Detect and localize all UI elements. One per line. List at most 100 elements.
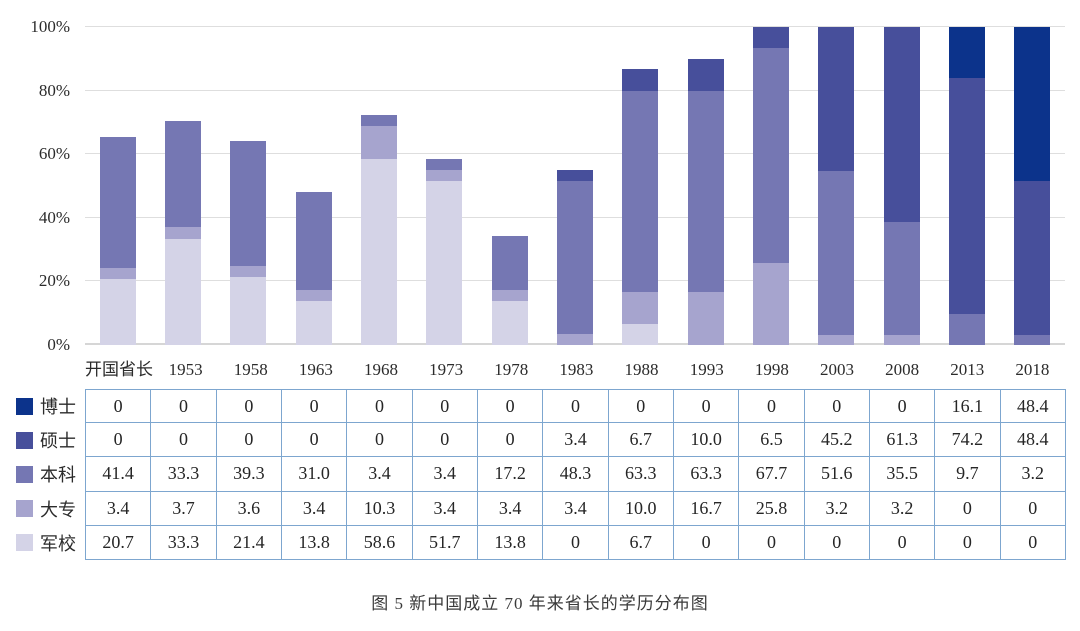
bars-row — [85, 27, 1065, 345]
table-cell: 0 — [281, 423, 348, 458]
bar-segment-博士 — [948, 27, 985, 79]
bar-slot — [934, 27, 999, 345]
bar-slot — [1000, 27, 1065, 345]
bar-segment-硕士 — [752, 27, 789, 48]
bar-segment-本科 — [948, 314, 985, 345]
bar-segment-军校 — [360, 158, 397, 345]
x-category-label: 2013 — [950, 360, 985, 379]
stacked-bar — [295, 27, 332, 345]
table-cell: 3.4 — [543, 491, 609, 526]
bar-segment-本科 — [99, 136, 136, 269]
bar-segment-大专 — [99, 268, 136, 280]
stacked-bar — [687, 27, 724, 345]
table-cell: 3.4 — [281, 491, 348, 526]
table-cell: 0 — [151, 390, 217, 424]
bar-segment-军校 — [426, 180, 463, 345]
table-cell: 0 — [543, 525, 609, 560]
table-cell: 0 — [86, 423, 152, 458]
table-cell: 58.6 — [347, 525, 413, 560]
table-cell: 0 — [543, 390, 609, 424]
bar-segment-本科 — [295, 191, 332, 291]
table-cell: 3.4 — [543, 423, 609, 458]
gridline — [85, 89, 1065, 91]
table-cell: 67.7 — [739, 457, 805, 492]
bar-segment-本科 — [883, 221, 920, 335]
bar-slot — [804, 27, 869, 345]
bar-segment-本科 — [230, 140, 267, 266]
table-cell: 0 — [1000, 491, 1066, 526]
table-cell: 35.5 — [869, 457, 936, 492]
bar-segment-大专 — [818, 334, 855, 345]
bar-slot — [869, 27, 934, 345]
bar-segment-大专 — [687, 291, 724, 345]
x-category-label: 1963 — [298, 360, 333, 379]
bar-segment-军校 — [295, 301, 332, 345]
legend-label: 军校 — [40, 533, 76, 554]
table-cell: 0 — [804, 525, 870, 560]
table-cell: 16.1 — [935, 390, 1001, 424]
bar-slot — [412, 27, 477, 345]
legend-swatch — [16, 500, 33, 518]
table-cell: 0 — [86, 390, 152, 424]
bar-slot — [281, 27, 346, 345]
table-cell: 6.5 — [739, 423, 805, 458]
stacked-bar — [491, 27, 528, 345]
bar-segment-硕士 — [622, 69, 659, 91]
legend-label: 博士 — [40, 397, 76, 418]
x-category-label: 1978 — [494, 360, 529, 379]
stacked-bar — [948, 27, 985, 345]
x-category-label: 1953 — [168, 360, 203, 379]
legend-swatch — [16, 397, 33, 415]
x-category-label: 1988 — [624, 360, 659, 379]
table-cell: 63.3 — [673, 457, 740, 492]
table-cell: 3.2 — [804, 491, 870, 526]
table-cell: 0 — [739, 525, 805, 560]
table-row: 博士 0 0 0 0 0 0 0 0 0 0 0 0 0 16.1 48.4 — [0, 389, 1066, 424]
table-cell: 6.7 — [608, 423, 674, 458]
stacked-bar — [556, 27, 593, 345]
table-cell: 0 — [412, 423, 478, 458]
bar-slot — [150, 27, 215, 345]
table-row-cells: 3.4 3.7 3.6 3.4 10.3 3.4 3.4 3.4 10.0 16.7 25.8 3.2… — [85, 491, 1066, 526]
table-row-cells: 41.4 33.3 39.3 31.0 3.4 3.4 17.2 48.3 63.3 63.3 67… — [85, 457, 1066, 492]
x-category-label: 2018 — [1015, 360, 1050, 379]
table-cell: 0 — [673, 390, 740, 424]
legend-label: 本科 — [40, 465, 76, 486]
bar-segment-本科 — [622, 90, 659, 292]
table-cell: 0 — [281, 390, 348, 424]
table-row: 军校 20.7 33.3 21.4 13.8 58.6 51.7 13.8 0 6.7 0 0 0 0 0 0 — [0, 525, 1066, 560]
table-row: 本科 41.4 33.3 39.3 31.0 3.4 3.4 17.2 48.3 63.3 63.3… — [0, 457, 1066, 492]
y-tick-label: 60% — [38, 144, 70, 164]
stacked-bar — [426, 27, 463, 345]
table-cell: 0 — [477, 423, 544, 458]
table-cell: 3.6 — [216, 491, 282, 526]
bar-segment-大专 — [426, 169, 463, 181]
table-cell: 9.7 — [935, 457, 1001, 492]
stacked-bar — [164, 27, 201, 345]
table-cell: 63.3 — [608, 457, 674, 492]
stacked-bar — [360, 27, 397, 345]
bar-slot — [346, 27, 411, 345]
legend-label: 大专 — [40, 499, 76, 520]
table-row: 大专 3.4 3.7 3.6 3.4 10.3 3.4 3.4 3.4 10.0 16.7 25.8 3… — [0, 491, 1066, 526]
table-cell: 0 — [935, 525, 1001, 560]
table-cell: 74.2 — [935, 423, 1001, 458]
bar-slot — [216, 27, 281, 345]
table-cell: 10.3 — [347, 491, 413, 526]
bar-slot — [542, 27, 607, 345]
table-cell: 3.4 — [412, 491, 478, 526]
table-cell: 16.7 — [673, 491, 740, 526]
table-cell: 10.0 — [608, 491, 674, 526]
table-cell: 0 — [869, 390, 936, 424]
table-cell: 20.7 — [86, 525, 152, 560]
table-cell: 48.4 — [1000, 423, 1066, 458]
stacked-bar — [99, 27, 136, 345]
table-cell: 0 — [151, 423, 217, 458]
table-cell: 45.2 — [804, 423, 870, 458]
bar-segment-大专 — [295, 290, 332, 302]
x-category-label: 1968 — [363, 360, 398, 379]
data-table: 博士 0 0 0 0 0 0 0 0 0 0 0 0 0 16.1 48.4 硕士 0 0 0 0 0 0 0 3.4 6.7 10… — [0, 389, 1066, 560]
table-cell: 21.4 — [216, 525, 282, 560]
gridline — [85, 153, 1065, 155]
x-category-label: 1973 — [429, 360, 464, 379]
